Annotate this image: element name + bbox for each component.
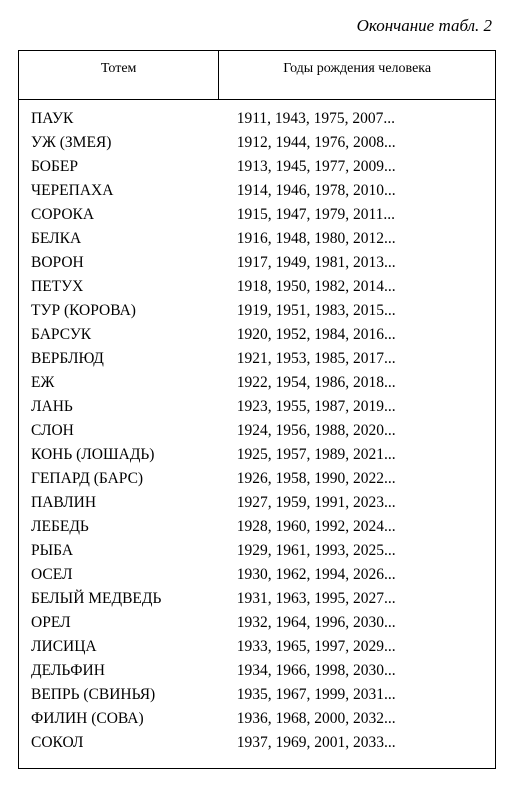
table-row: БЕЛКА1916, 1948, 1980, 2012... (31, 228, 485, 250)
totem-years: 1937, 1969, 2001, 2033... (237, 732, 485, 754)
totem-years: 1930, 1962, 1994, 2026... (237, 564, 485, 586)
totem-years: 1912, 1944, 1976, 2008... (237, 132, 485, 154)
table-row: ЛАНЬ1923, 1955, 1987, 2019... (31, 396, 485, 418)
table-row: ПАВЛИН1927, 1959, 1991, 2023... (31, 492, 485, 514)
table-body-cell: ПАУК1911, 1943, 1975, 2007...УЖ (ЗМЕЯ)19… (19, 100, 496, 769)
totem-years: 1925, 1957, 1989, 2021... (237, 444, 485, 466)
table-row: УЖ (ЗМЕЯ)1912, 1944, 1976, 2008... (31, 132, 485, 154)
totem-years: 1911, 1943, 1975, 2007... (237, 108, 485, 130)
table-row: СОКОЛ1937, 1969, 2001, 2033... (31, 732, 485, 754)
totem-years: 1929, 1961, 1993, 2025... (237, 540, 485, 562)
totem-years: 1922, 1954, 1986, 2018... (237, 372, 485, 394)
totem-years: 1916, 1948, 1980, 2012... (237, 228, 485, 250)
totem-years: 1921, 1953, 1985, 2017... (237, 348, 485, 370)
totem-years: 1928, 1960, 1992, 2024... (237, 516, 485, 538)
table-row: СОРОКА1915, 1947, 1979, 2011... (31, 204, 485, 226)
totem-name: ВОРОН (31, 252, 237, 274)
table-body: ПАУК1911, 1943, 1975, 2007...УЖ (ЗМЕЯ)19… (19, 100, 496, 769)
table-row: РЫБА1929, 1961, 1993, 2025... (31, 540, 485, 562)
totem-years: 1913, 1945, 1977, 2009... (237, 156, 485, 178)
totem-years: 1927, 1959, 1991, 2023... (237, 492, 485, 514)
totem-name: БАРСУК (31, 324, 237, 346)
table-row: БАРСУК1920, 1952, 1984, 2016... (31, 324, 485, 346)
table-row: ЛИСИЦА1933, 1965, 1997, 2029... (31, 636, 485, 658)
totem-name: КОНЬ (ЛОШАДЬ) (31, 444, 237, 466)
totem-name: ДЕЛЬФИН (31, 660, 237, 682)
table-row: ТУР (КОРОВА)1919, 1951, 1983, 2015... (31, 300, 485, 322)
totem-name: СЛОН (31, 420, 237, 442)
totem-years: 1917, 1949, 1981, 2013... (237, 252, 485, 274)
table-body-row: ПАУК1911, 1943, 1975, 2007...УЖ (ЗМЕЯ)19… (19, 100, 496, 769)
totem-name: ОСЕЛ (31, 564, 237, 586)
table-row: ГЕПАРД (БАРС)1926, 1958, 1990, 2022... (31, 468, 485, 490)
totem-years: 1935, 1967, 1999, 2031... (237, 684, 485, 706)
table-head: Тотем Годы рождения человека (19, 51, 496, 100)
totem-name: ТУР (КОРОВА) (31, 300, 237, 322)
totem-years: 1931, 1963, 1995, 2027... (237, 588, 485, 610)
totem-years: 1915, 1947, 1979, 2011... (237, 204, 485, 226)
totem-years: 1934, 1966, 1998, 2030... (237, 660, 485, 682)
totem-years: 1914, 1946, 1978, 2010... (237, 180, 485, 202)
table-row: ЧЕРЕПАХА1914, 1946, 1978, 2010... (31, 180, 485, 202)
totem-years: 1923, 1955, 1987, 2019... (237, 396, 485, 418)
totem-name: РЫБА (31, 540, 237, 562)
totem-name: БЕЛКА (31, 228, 237, 250)
totem-name: СОРОКА (31, 204, 237, 226)
totem-name: ПАВЛИН (31, 492, 237, 514)
totem-name: ЛАНЬ (31, 396, 237, 418)
table-row: ПЕТУХ1918, 1950, 1982, 2014... (31, 276, 485, 298)
table-row: ЕЖ1922, 1954, 1986, 2018... (31, 372, 485, 394)
totem-name: ВЕРБЛЮД (31, 348, 237, 370)
totem-years: 1920, 1952, 1984, 2016... (237, 324, 485, 346)
totem-name: ЛИСИЦА (31, 636, 237, 658)
header-totem: Тотем (19, 51, 219, 100)
table-row: КОНЬ (ЛОШАДЬ)1925, 1957, 1989, 2021... (31, 444, 485, 466)
totem-years: 1924, 1956, 1988, 2020... (237, 420, 485, 442)
totem-name: БЕЛЫЙ МЕДВЕДЬ (31, 588, 237, 610)
totem-name: УЖ (ЗМЕЯ) (31, 132, 237, 154)
table-head-row: Тотем Годы рождения человека (19, 51, 496, 100)
totem-name: ГЕПАРД (БАРС) (31, 468, 237, 490)
totem-years: 1926, 1958, 1990, 2022... (237, 468, 485, 490)
totem-name: ВЕПРЬ (СВИНЬЯ) (31, 684, 237, 706)
table-row: ВЕРБЛЮД1921, 1953, 1985, 2017... (31, 348, 485, 370)
table-row: ЛЕБЕДЬ1928, 1960, 1992, 2024... (31, 516, 485, 538)
page: Окончание табл. 2 Тотем Годы рождения че… (0, 0, 514, 793)
totem-years: 1936, 1968, 2000, 2032... (237, 708, 485, 730)
table-row: ОСЕЛ1930, 1962, 1994, 2026... (31, 564, 485, 586)
table-row: БОБЕР1913, 1945, 1977, 2009... (31, 156, 485, 178)
totem-name: СОКОЛ (31, 732, 237, 754)
totem-name: ЕЖ (31, 372, 237, 394)
totem-name: БОБЕР (31, 156, 237, 178)
totem-name: ФИЛИН (СОВА) (31, 708, 237, 730)
totem-years: 1933, 1965, 1997, 2029... (237, 636, 485, 658)
table-row: ДЕЛЬФИН1934, 1966, 1998, 2030... (31, 660, 485, 682)
table-row: СЛОН1924, 1956, 1988, 2020... (31, 420, 485, 442)
totem-years: 1919, 1951, 1983, 2015... (237, 300, 485, 322)
table-row: БЕЛЫЙ МЕДВЕДЬ1931, 1963, 1995, 2027... (31, 588, 485, 610)
table-row: ВЕПРЬ (СВИНЬЯ)1935, 1967, 1999, 2031... (31, 684, 485, 706)
totem-name: ПАУК (31, 108, 237, 130)
table-row: ФИЛИН (СОВА)1936, 1968, 2000, 2032... (31, 708, 485, 730)
totem-name: ЧЕРЕПАХА (31, 180, 237, 202)
table-caption: Окончание табл. 2 (18, 16, 492, 36)
totem-years: 1932, 1964, 1996, 2030... (237, 612, 485, 634)
table-row: ПАУК1911, 1943, 1975, 2007... (31, 108, 485, 130)
totem-name: ПЕТУХ (31, 276, 237, 298)
header-years: Годы рождения человека (219, 51, 496, 100)
totem-table: Тотем Годы рождения человека ПАУК1911, 1… (18, 50, 496, 769)
totem-name: ОРЕЛ (31, 612, 237, 634)
totem-years: 1918, 1950, 1982, 2014... (237, 276, 485, 298)
totem-name: ЛЕБЕДЬ (31, 516, 237, 538)
rows-container: ПАУК1911, 1943, 1975, 2007...УЖ (ЗМЕЯ)19… (31, 108, 485, 754)
table-row: ОРЕЛ1932, 1964, 1996, 2030... (31, 612, 485, 634)
table-row: ВОРОН1917, 1949, 1981, 2013... (31, 252, 485, 274)
